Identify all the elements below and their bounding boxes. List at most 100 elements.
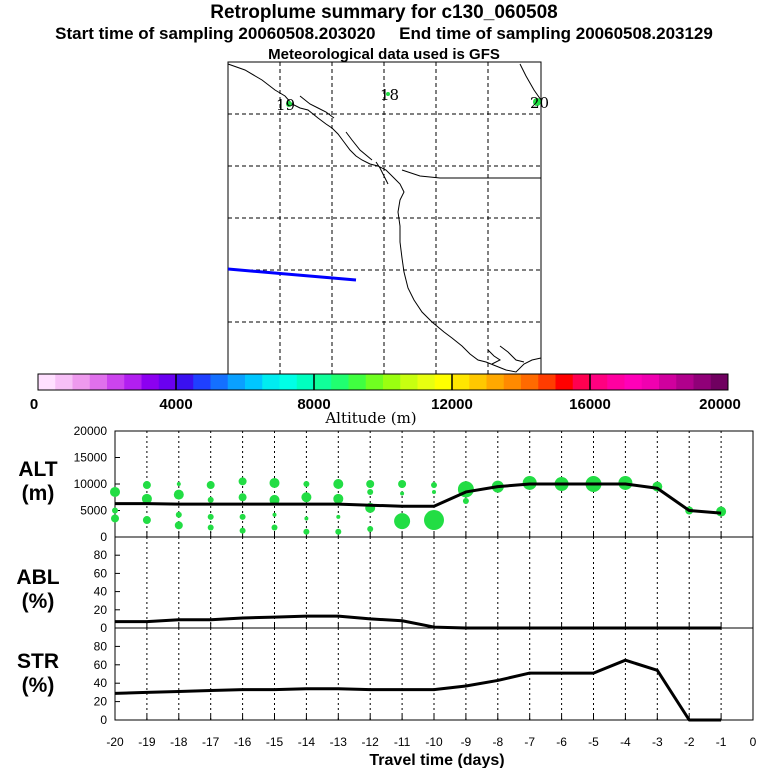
colorbar-cell bbox=[176, 374, 194, 390]
x-tick-label: -13 bbox=[330, 735, 348, 749]
x-tick-label: -10 bbox=[425, 735, 443, 749]
abl-y-tick-label: 60 bbox=[94, 566, 108, 580]
colorbar-cell bbox=[279, 374, 298, 390]
colorbar-cell bbox=[693, 374, 712, 390]
x-tick-label: -6 bbox=[556, 735, 567, 749]
str-y-tick-label: 60 bbox=[94, 658, 108, 672]
colorbar-cell bbox=[38, 374, 56, 390]
time-series-panels: 0 5000 10000 15000 20000 0 20 40 60 80 0 20 40 60 80 -2… bbox=[74, 424, 757, 749]
particle-point bbox=[175, 511, 182, 518]
abl-panel-unit: (%) bbox=[22, 590, 55, 613]
colorbar-cell bbox=[107, 374, 125, 390]
colorbar-separators bbox=[175, 374, 591, 390]
particle-point bbox=[336, 514, 341, 519]
x-tick-label: 0 bbox=[750, 735, 757, 749]
x-tick-label: -3 bbox=[652, 735, 663, 749]
particle-point bbox=[431, 482, 437, 489]
day-label-19: 19 bbox=[276, 96, 295, 114]
day-label-20: 20 bbox=[530, 94, 549, 112]
colorbar-cell bbox=[452, 374, 470, 390]
colorbar-cell bbox=[503, 374, 522, 390]
colorbar-tick-4000: 4000 bbox=[159, 396, 192, 413]
particle-point bbox=[112, 507, 118, 514]
colorbar-cell bbox=[572, 374, 591, 390]
x-tick-label: -2 bbox=[684, 735, 695, 749]
particle-point bbox=[269, 494, 280, 505]
alt-panel-label: ALT bbox=[18, 458, 57, 481]
str-y-tick-label: 40 bbox=[94, 676, 108, 690]
colorbar-cell bbox=[55, 374, 73, 390]
alt-y-tick-label: 20000 bbox=[74, 424, 108, 438]
particle-point bbox=[335, 528, 342, 535]
particle-point bbox=[367, 488, 374, 495]
x-tick-label: -18 bbox=[170, 735, 188, 749]
colorbar-cell bbox=[210, 374, 229, 390]
particle-point bbox=[206, 481, 215, 490]
colorbar-cell bbox=[72, 374, 91, 390]
particle-point bbox=[304, 516, 309, 521]
sampling-start: Start time of sampling 20060508.203020 bbox=[55, 24, 376, 43]
particle-point bbox=[333, 479, 344, 489]
x-tick-label: -9 bbox=[461, 735, 472, 749]
particle-point bbox=[142, 481, 151, 490]
colorbar-cell bbox=[417, 374, 436, 390]
particle-point bbox=[394, 513, 411, 530]
particle-point bbox=[271, 524, 278, 531]
str-y-tick-label: 20 bbox=[94, 695, 108, 709]
colorbar-cell bbox=[348, 374, 367, 390]
colorbar-cell bbox=[590, 374, 608, 390]
colorbar-cell bbox=[262, 374, 280, 390]
x-axis-label: Travel time (days) bbox=[369, 752, 504, 768]
particle-point bbox=[238, 493, 247, 502]
colorbar-tick-8000: 8000 bbox=[297, 396, 330, 413]
colorbar-cell bbox=[227, 374, 246, 390]
colorbar-cell bbox=[624, 374, 643, 390]
colorbar-cell bbox=[710, 374, 729, 390]
colorbar-cell bbox=[538, 374, 556, 390]
colorbar-cell bbox=[141, 374, 160, 390]
particle-point bbox=[238, 477, 247, 486]
x-tick-label: -4 bbox=[620, 735, 631, 749]
colorbar-cell bbox=[383, 374, 401, 390]
x-tick-label: -15 bbox=[266, 735, 284, 749]
coastline bbox=[227, 63, 542, 373]
colorbar-cell bbox=[659, 374, 677, 390]
colorbar-tick-20000: 20000 bbox=[699, 396, 741, 413]
colorbar-cells bbox=[38, 374, 729, 390]
particle-point bbox=[303, 528, 310, 535]
str-series-line bbox=[114, 658, 722, 722]
particle-point bbox=[303, 481, 310, 487]
colorbar-cell bbox=[365, 374, 384, 390]
particle-point bbox=[398, 480, 407, 488]
trajectory-map: 19 18 20 bbox=[227, 61, 549, 375]
day-18-marker bbox=[386, 92, 390, 96]
particle-point bbox=[142, 516, 151, 525]
day-19-marker bbox=[286, 101, 292, 107]
particle-point bbox=[301, 492, 312, 503]
alt-series-line bbox=[115, 482, 722, 515]
colorbar-tick-16000: 16000 bbox=[569, 396, 611, 413]
particle-point bbox=[110, 486, 120, 497]
day-20-marker bbox=[533, 98, 541, 106]
particle-point bbox=[176, 482, 181, 486]
alt-y-tick-label: 0 bbox=[100, 530, 107, 544]
alt-panel-unit: (m) bbox=[22, 482, 55, 505]
abl-y-tick-label: 20 bbox=[94, 603, 108, 617]
colorbar-cell bbox=[486, 374, 505, 390]
alt-y-tick-label: 5000 bbox=[80, 504, 107, 518]
chart-subtitle: Start time of sampling 20060508.203020 E… bbox=[0, 24, 768, 44]
colorbar-cell bbox=[521, 374, 539, 390]
alt-panel: 0 5000 10000 15000 20000 bbox=[74, 424, 754, 544]
colorbar-cell bbox=[641, 374, 660, 390]
colorbar-cell bbox=[607, 374, 625, 390]
colorbar-tick-0: 0 bbox=[30, 396, 38, 413]
x-tick-label: -17 bbox=[202, 735, 220, 749]
colorbar-cell bbox=[158, 374, 177, 390]
particle-point bbox=[239, 513, 246, 520]
trajectory-path bbox=[227, 267, 357, 282]
particle-point bbox=[333, 493, 344, 504]
abl-panel-label: ABL bbox=[16, 566, 59, 589]
altitude-colorbar: 0 4000 8000 12000 16000 20000 Altitude (… bbox=[30, 373, 741, 427]
colorbar-cell bbox=[555, 374, 574, 390]
